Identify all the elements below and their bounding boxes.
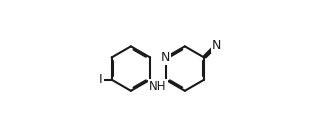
Text: I: I — [99, 73, 103, 86]
Text: N: N — [161, 51, 170, 64]
Text: N: N — [212, 39, 221, 52]
Text: NH: NH — [149, 80, 167, 93]
